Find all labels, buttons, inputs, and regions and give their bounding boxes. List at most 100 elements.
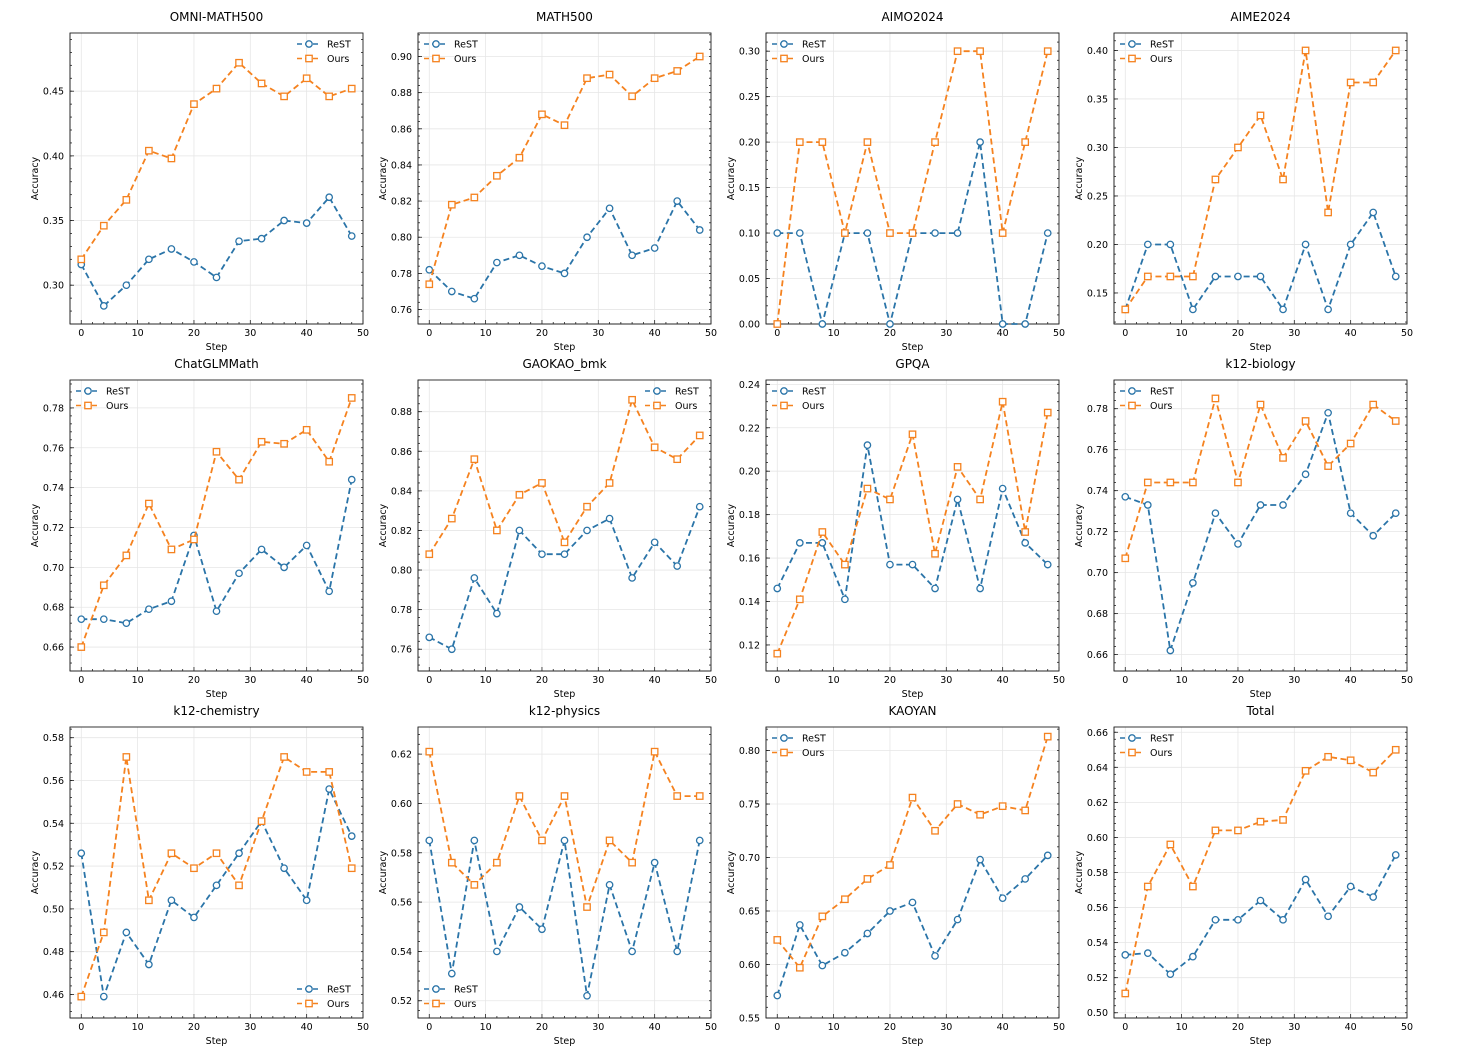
data-point-rest — [122, 619, 131, 628]
x-tick-label: 50 — [357, 675, 369, 686]
x-tick-label: 10 — [828, 1022, 840, 1033]
data-point-rest — [302, 896, 311, 905]
data-point-ours — [167, 849, 176, 858]
y-axis-label: Accuracy — [378, 850, 389, 894]
data-point-ours — [538, 110, 546, 119]
data-point-rest — [493, 609, 501, 618]
chart-title: k12-biology — [1225, 357, 1295, 371]
legend-marker-rest — [1128, 387, 1136, 395]
data-point-ours — [1279, 454, 1287, 462]
data-point-ours — [1189, 882, 1197, 891]
data-point-rest — [1166, 970, 1175, 979]
data-point-rest — [931, 229, 939, 237]
data-point-rest — [650, 244, 659, 252]
data-point-rest — [1324, 408, 1332, 417]
x-tick-label: 10 — [828, 675, 840, 686]
y-tick-label: 0.74 — [1087, 486, 1108, 497]
data-point-rest — [998, 484, 1007, 493]
data-point-rest — [1256, 272, 1265, 281]
y-tick-label: 0.68 — [1087, 609, 1108, 620]
y-tick-label: 0.50 — [1087, 1008, 1108, 1019]
x-axis-label: Step — [902, 342, 924, 353]
data-point-ours — [1121, 305, 1130, 314]
data-point-rest — [122, 281, 131, 290]
data-point-ours — [145, 896, 153, 905]
data-point-ours — [538, 836, 546, 845]
data-point-rest — [886, 320, 894, 328]
x-tick-label: 0 — [774, 328, 780, 339]
data-point-rest — [795, 229, 804, 237]
data-point-rest — [1346, 240, 1355, 249]
y-tick-label: 0.70 — [43, 563, 64, 574]
data-point-ours — [425, 747, 434, 756]
legend-marker-ours — [305, 54, 313, 63]
y-tick-label: 0.65 — [739, 907, 760, 918]
data-point-ours — [167, 545, 176, 554]
x-tick-label: 20 — [536, 328, 548, 339]
legend-marker-rest — [84, 387, 92, 395]
y-axis-label: Accuracy — [30, 850, 41, 894]
data-point-rest — [190, 258, 198, 266]
data-point-rest — [257, 234, 266, 243]
data-point-ours — [99, 581, 108, 590]
legend: ReST Ours — [772, 40, 826, 65]
data-point-ours — [235, 58, 243, 67]
data-point-rest — [235, 569, 243, 578]
legend-label-ours: Ours — [802, 401, 824, 412]
legend: ReST Ours — [297, 40, 351, 65]
data-point-rest — [493, 258, 501, 267]
data-point-ours — [325, 768, 334, 776]
data-point-ours — [695, 431, 704, 440]
legend-label-ours: Ours — [327, 999, 349, 1010]
legend-label-ours: Ours — [1150, 748, 1172, 759]
y-tick-label: 0.56 — [1087, 903, 1108, 914]
legend-marker-ours — [1128, 54, 1136, 63]
data-point-ours — [953, 800, 962, 808]
data-point-ours — [1234, 826, 1242, 835]
data-point-rest — [1279, 501, 1287, 509]
legend-label-rest: ReST — [802, 40, 826, 51]
data-point-ours — [257, 79, 266, 88]
data-point-ours — [447, 514, 456, 523]
legend-label-ours: Ours — [454, 54, 476, 65]
data-point-ours — [818, 912, 827, 921]
y-axis-label: Accuracy — [378, 503, 389, 547]
data-point-rest — [931, 952, 939, 960]
data-point-ours — [122, 195, 131, 204]
data-point-ours — [1234, 478, 1242, 487]
y-tick-label: 0.88 — [391, 407, 412, 418]
x-tick-label: 30 — [244, 1022, 256, 1033]
data-point-rest — [841, 595, 849, 604]
x-tick-label: 10 — [1176, 1022, 1188, 1033]
x-tick-label: 10 — [480, 328, 492, 339]
y-tick-label: 0.35 — [43, 216, 64, 227]
data-point-ours — [976, 47, 984, 56]
data-point-ours — [257, 437, 266, 446]
legend-marker-ours — [432, 54, 440, 63]
y-tick-label: 0.78 — [391, 269, 412, 280]
data-point-ours — [347, 394, 356, 402]
data-point-rest — [998, 894, 1007, 903]
data-point-rest — [560, 836, 569, 845]
y-tick-label: 0.60 — [739, 960, 760, 971]
data-point-ours — [628, 395, 636, 404]
legend-label-ours: Ours — [675, 401, 697, 412]
chart-title: GAOKAO_bmk — [522, 357, 606, 371]
data-point-ours — [190, 100, 198, 108]
data-point-rest — [515, 526, 524, 535]
data-point-rest — [1211, 509, 1220, 518]
data-point-rest — [280, 864, 288, 873]
y-tick-label: 0.82 — [391, 197, 412, 208]
data-point-ours — [145, 499, 153, 508]
data-point-rest — [325, 587, 334, 596]
data-point-ours — [122, 551, 131, 560]
data-point-ours — [1279, 816, 1287, 824]
y-tick-label: 0.76 — [391, 305, 412, 316]
y-tick-label: 0.14 — [739, 597, 760, 608]
data-point-rest — [795, 921, 804, 929]
legend-marker-rest — [305, 40, 313, 48]
data-point-rest — [863, 441, 872, 449]
y-tick-label: 0.54 — [1087, 938, 1108, 949]
data-point-ours — [99, 221, 108, 230]
